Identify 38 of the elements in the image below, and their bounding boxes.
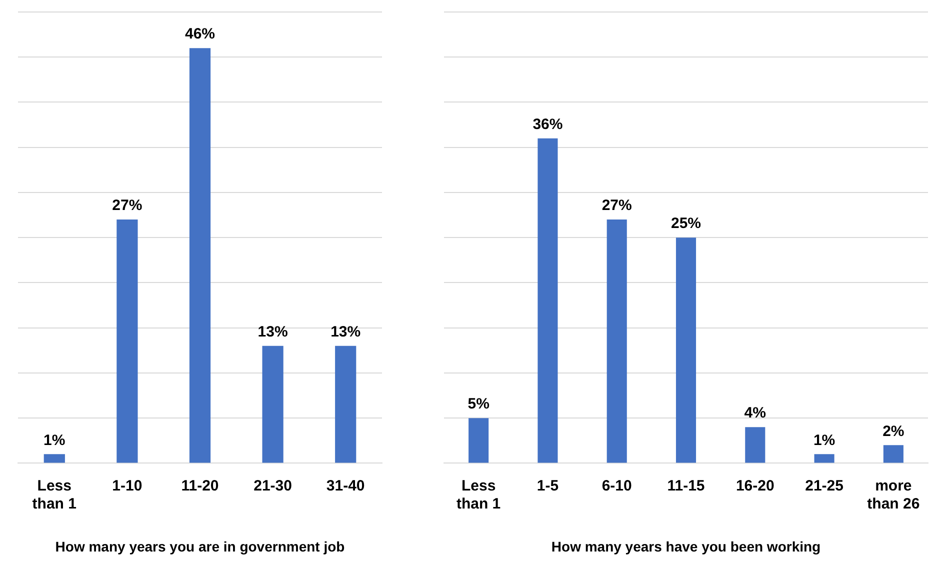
x-tick-label: 21-25 [805,477,844,494]
data-label: 2% [882,422,904,440]
x-tick-label: Less than 1 [456,477,501,512]
x-axis-title: How many years you are in government job [55,538,345,554]
data-label: 5% [468,396,490,413]
data-label: 25% [670,215,702,232]
bar [116,220,138,463]
x-tick-label: 16-20 [736,477,774,494]
bar [883,445,904,463]
bar [44,454,65,463]
x-tick-label: 1-5 [536,477,559,494]
data-label: 27% [602,197,632,214]
bar [468,418,489,463]
bar [189,48,211,463]
x-tick-label: more than 26 [867,477,920,512]
x-tick-label: 21-30 [254,477,292,494]
bar [814,454,834,463]
x-tick-label: 6-10 [602,477,632,494]
x-axis-title: How many years have you been working [551,538,821,554]
x-tick-label: 11-15 [667,477,705,494]
data-label: 1% [44,432,66,449]
data-label: 13% [330,324,361,341]
bar [745,427,766,463]
bar [606,220,627,463]
data-label: 46% [184,26,216,43]
x-tick-label: 31-40 [326,477,365,494]
bar [676,238,696,463]
bar [335,346,356,463]
data-label: 36% [532,116,563,133]
data-label: 27% [112,197,142,214]
data-label: 1% [813,432,836,449]
bar [262,346,284,463]
data-label: 13% [258,324,288,341]
x-tick-label: 1-10 [112,477,142,494]
x-tick-label: Less than 1 [32,477,76,512]
bar [538,138,558,463]
data-label: 4% [744,404,766,422]
x-tick-label: 11-20 [181,477,219,494]
